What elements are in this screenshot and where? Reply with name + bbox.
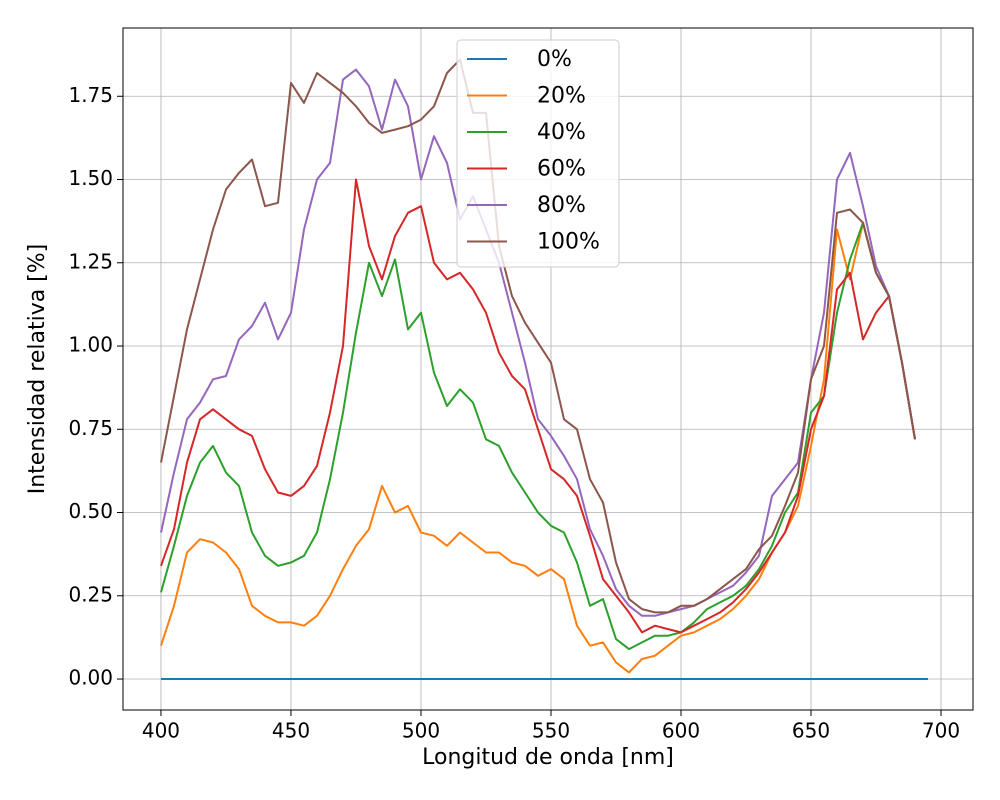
legend-label: 80% [537, 193, 586, 218]
x-tick-label: 650 [792, 719, 830, 743]
y-tick-label: 1.50 [68, 166, 113, 190]
series-line [160, 58, 916, 614]
series-line [160, 68, 916, 617]
x-tick-label: 400 [142, 719, 180, 743]
legend-box [456, 39, 620, 268]
x-axis-label: Longitud de onda [nm] [422, 745, 674, 770]
series-line [160, 221, 916, 651]
x-tick-label: 500 [402, 719, 440, 743]
legend-label: 20% [537, 84, 586, 109]
legend-label: 100% [537, 230, 600, 255]
y-tick-label: 1.75 [68, 83, 113, 107]
x-tick-label: 600 [662, 719, 700, 743]
legend-label: 0% [537, 47, 572, 72]
series-line [160, 221, 916, 674]
x-tick-label: 550 [532, 719, 570, 743]
plot-frame [122, 27, 974, 711]
y-tick-label: 1.25 [68, 249, 113, 273]
y-tick-label: 0.75 [68, 416, 113, 440]
y-tick-label: 0.25 [68, 582, 113, 606]
x-tick-label: 700 [922, 719, 960, 743]
y-tick-label: 1.00 [68, 333, 113, 357]
x-tick-label: 450 [272, 719, 310, 743]
y-axis-label: Intensidad relativa [%] [25, 244, 50, 495]
y-tick-label: 0.50 [68, 499, 113, 523]
legend-label: 60% [537, 157, 586, 182]
series-line [160, 178, 916, 634]
legend-label: 40% [537, 120, 586, 145]
y-tick-label: 0.00 [68, 666, 113, 690]
legend: 0% 20% 40% 60% 80% 100% [456, 39, 620, 268]
